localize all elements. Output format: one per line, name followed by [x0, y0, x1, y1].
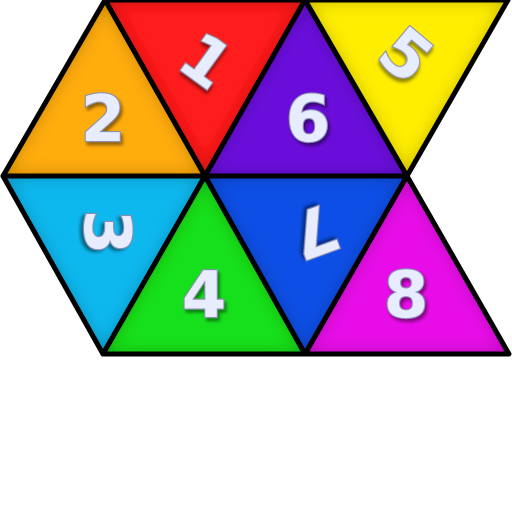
tile-4-shape	[103, 176, 305, 354]
tile-8-outline	[302, 173, 512, 357]
tile-3[interactable]: 3	[0, 173, 208, 357]
tile-4-label: 4	[182, 259, 227, 333]
tile-2-shape	[3, 0, 205, 176]
tile-2-label: 2	[81, 83, 126, 157]
tile-1-shape	[105, 0, 305, 176]
tile-3-label: 3	[69, 210, 143, 255]
tile-2[interactable]: 2	[0, 0, 208, 179]
tile-8-label: 8	[384, 259, 429, 333]
tile-6-shape	[205, 0, 407, 176]
tile-6-label: 6	[286, 83, 331, 157]
tile-7-shape	[205, 176, 407, 354]
tile-7[interactable]: 7	[202, 173, 410, 357]
tile-8-shape	[305, 176, 509, 354]
tile-3-shape	[3, 176, 205, 354]
tile-5[interactable]: 5	[302, 0, 511, 179]
tile-5-shape	[305, 0, 508, 176]
tile-8[interactable]: 8	[302, 173, 512, 357]
